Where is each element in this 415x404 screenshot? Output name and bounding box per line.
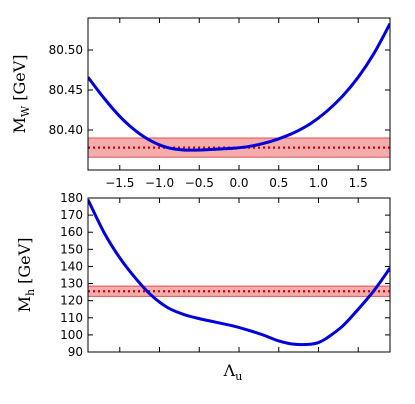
y-tick-label: 180 — [60, 191, 83, 205]
y-tick-label: 170 — [60, 208, 83, 222]
y-axis-label: Mh [GeV] — [15, 238, 37, 313]
series-line — [88, 22, 390, 152]
y-axis-label-unit: [GeV] — [15, 238, 34, 289]
y-tick-label: 140 — [60, 259, 83, 273]
x-tick-label: 0.5 — [269, 176, 288, 190]
y-tick-label: 80.45 — [49, 83, 83, 97]
y-tick-label: 150 — [60, 242, 83, 256]
series-line — [88, 199, 390, 347]
y-tick-label: 100 — [60, 328, 83, 342]
x-tick-label: −1.5 — [105, 176, 134, 190]
x-tick-label: −1.0 — [145, 176, 174, 190]
x-axis-label-subscript: u — [235, 370, 242, 383]
y-tick-label: 80.40 — [49, 123, 83, 137]
y-axis-label: MW [GeV] — [10, 54, 32, 133]
x-axis-label-symbol: Λ — [223, 361, 236, 380]
y-tick-label: 120 — [60, 294, 83, 308]
bottom-panel-mh: 90 100 110 120 130 140 150 160 170 180 Mh [GeV] Λu — [15, 191, 391, 383]
y-tick-label: 160 — [60, 225, 83, 239]
x-tick-label: −0.5 — [185, 176, 214, 190]
y-tick-label: 110 — [60, 311, 83, 325]
y-axis-label-unit: [GeV] — [10, 54, 29, 105]
y-axis-label-subscript: h — [24, 289, 37, 296]
x-tick-label: 1.5 — [349, 176, 368, 190]
x-tick-label: 1.0 — [309, 176, 328, 190]
top-panel-mw: −1.5 −1.0 −0.5 0.0 0.5 1.0 1.5 80.40 80.45 80.50 M… — [10, 17, 391, 190]
y-axis-label-subscript: W — [19, 105, 32, 117]
y-axis-label-symbol: M — [10, 117, 29, 133]
y-tick-label: 130 — [60, 277, 83, 291]
x-tick-label: 0.0 — [229, 176, 248, 190]
x-axis-label: Λu — [223, 361, 243, 383]
y-tick-label: 90 — [68, 345, 83, 359]
y-tick-label: 80.50 — [49, 43, 83, 57]
y-axis-label-symbol: M — [15, 296, 34, 312]
